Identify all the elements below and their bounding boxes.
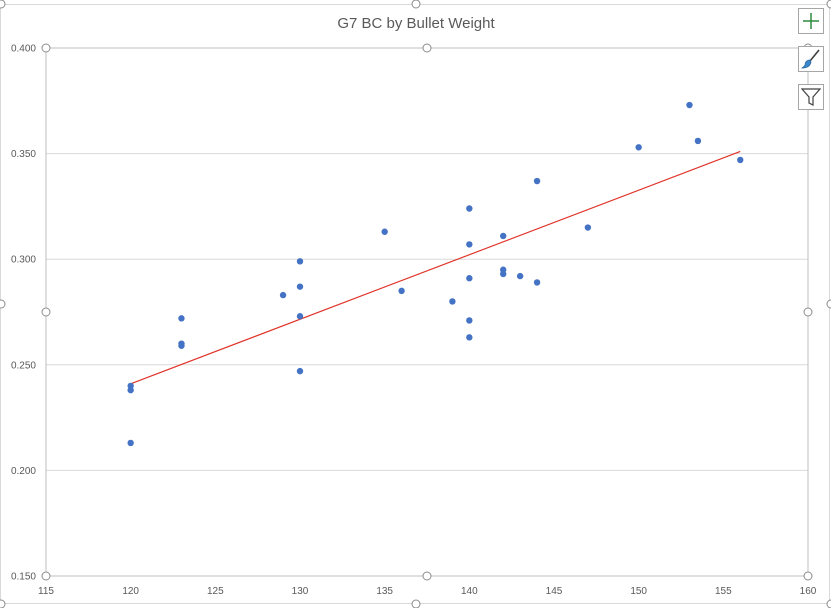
data-points — [127, 101, 744, 447]
plus-icon — [803, 13, 819, 29]
plot-resize-handle[interactable] — [41, 307, 51, 317]
y-tick-label: 0.300 — [11, 255, 36, 266]
x-tick-label: 140 — [461, 586, 478, 597]
plot-resize-handle[interactable] — [422, 571, 432, 581]
data-point[interactable] — [533, 279, 541, 286]
x-axis-tick-labels: 115 120 125 130 135 140 145 150 155 160 — [38, 586, 817, 597]
chart-resize-handle[interactable] — [826, 599, 831, 609]
chart-resize-handle[interactable] — [0, 599, 6, 609]
x-tick-label: 130 — [292, 586, 309, 597]
chart-resize-handle[interactable] — [411, 0, 421, 9]
funnel-filter-icon — [801, 88, 821, 106]
x-tick-label: 160 — [800, 586, 817, 597]
data-point[interactable] — [533, 177, 541, 185]
chart-area-border — [0, 4, 830, 604]
data-point[interactable] — [686, 101, 693, 109]
data-point[interactable] — [500, 270, 507, 278]
data-point[interactable] — [398, 287, 405, 295]
data-point[interactable] — [694, 137, 702, 145]
y-tick-label: 0.250 — [11, 360, 36, 371]
data-point[interactable] — [178, 342, 185, 349]
data-point[interactable] — [127, 386, 134, 394]
data-point[interactable] — [381, 228, 388, 235]
paintbrush-icon — [801, 49, 820, 69]
data-point[interactable] — [466, 241, 473, 248]
data-point[interactable] — [466, 334, 473, 341]
data-point[interactable] — [737, 156, 744, 164]
data-point[interactable] — [449, 298, 456, 305]
data-point[interactable] — [296, 367, 304, 375]
linear-trendline[interactable] — [130, 150, 741, 385]
data-point[interactable] — [584, 224, 592, 231]
y-tick-label: 0.200 — [11, 466, 36, 477]
x-tick-label: 155 — [715, 586, 732, 597]
data-point[interactable] — [296, 258, 304, 265]
x-tick-label: 135 — [376, 586, 393, 597]
data-point[interactable] — [516, 272, 524, 280]
chart-filters-button[interactable] — [798, 84, 824, 110]
chart-resize-handle[interactable] — [826, 0, 831, 9]
chart-resize-handle[interactable] — [0, 299, 6, 309]
chart-resize-handle[interactable] — [826, 299, 831, 309]
data-point[interactable] — [466, 205, 473, 212]
gridlines — [46, 153, 808, 471]
data-point[interactable] — [635, 144, 642, 151]
data-point[interactable] — [500, 232, 507, 240]
x-tick-label: 120 — [122, 586, 139, 597]
x-tick-label: 145 — [546, 586, 563, 597]
data-point[interactable] — [178, 315, 185, 322]
data-point[interactable] — [279, 291, 287, 299]
data-point[interactable] — [466, 317, 473, 324]
chart-resize-handle[interactable] — [411, 599, 421, 609]
data-point[interactable] — [466, 275, 473, 282]
chart-elements-button[interactable] — [798, 8, 824, 34]
y-tick-label: 0.150 — [11, 572, 36, 583]
plot-resize-handle[interactable] — [422, 43, 432, 53]
chart-styles-button[interactable] — [798, 46, 824, 72]
plot-resize-handle[interactable] — [41, 571, 51, 581]
plot-resize-handle[interactable] — [803, 307, 813, 317]
plot-resize-handle[interactable] — [803, 571, 813, 581]
data-point[interactable] — [296, 283, 304, 290]
y-tick-label: 0.350 — [11, 149, 36, 160]
trendline-group — [130, 150, 741, 385]
data-point[interactable] — [296, 313, 304, 320]
data-point[interactable] — [127, 439, 134, 447]
y-axis-tick-labels: 0.150 0.200 0.250 0.300 0.350 0.400 — [11, 44, 36, 583]
chart-resize-handle[interactable] — [0, 0, 6, 9]
plot-resize-handle[interactable] — [41, 43, 51, 53]
x-tick-label: 125 — [207, 586, 224, 597]
chart-title: G7 BC by Bullet Weight — [337, 15, 495, 32]
x-tick-label: 115 — [38, 586, 54, 597]
y-tick-label: 0.400 — [11, 44, 36, 55]
x-tick-label: 150 — [630, 586, 647, 597]
